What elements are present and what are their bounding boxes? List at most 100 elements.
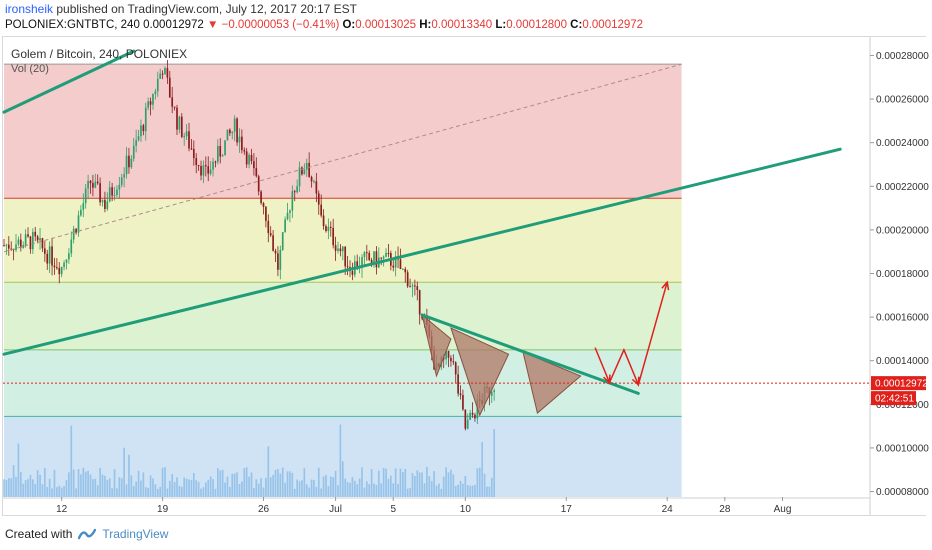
candle-body xyxy=(180,116,183,137)
candle-body xyxy=(185,131,188,137)
volume-bar xyxy=(373,483,375,497)
candle-body xyxy=(315,181,318,194)
volume-bar xyxy=(370,469,373,497)
volume-bar xyxy=(423,483,426,497)
volume-bar xyxy=(3,479,5,497)
time-tick-label: 24 xyxy=(662,504,674,515)
volume-bar xyxy=(365,481,368,497)
volume-bar xyxy=(125,484,128,497)
last-price: 0.00012972 xyxy=(143,19,204,31)
candle-body xyxy=(339,248,342,252)
volume-bar xyxy=(337,485,339,497)
descending-resistance[interactable] xyxy=(420,313,640,395)
volume-bar xyxy=(75,488,77,497)
time-tick-label: 19 xyxy=(157,504,169,515)
close-label: C: xyxy=(570,19,583,31)
volume-bar xyxy=(53,469,56,497)
candle-body xyxy=(392,265,395,268)
price-tick-label: 0.00028000 xyxy=(876,51,929,62)
candle-body xyxy=(346,266,349,268)
candle-body xyxy=(454,362,457,375)
candle-body xyxy=(308,162,310,177)
candle-body xyxy=(202,165,205,176)
volume-bar xyxy=(469,485,471,497)
candle-body xyxy=(152,93,154,105)
volume-bar xyxy=(12,465,15,497)
volume-bar xyxy=(214,488,217,497)
volume-bar xyxy=(241,481,243,497)
dashed-projection[interactable] xyxy=(3,63,682,253)
candle-body xyxy=(96,181,99,184)
pattern-triangle[interactable] xyxy=(450,327,510,417)
volume-bar xyxy=(339,424,342,497)
volume-bar xyxy=(438,483,440,497)
candle-body xyxy=(272,235,274,251)
volume-bar xyxy=(149,475,152,497)
candle-body xyxy=(466,419,469,429)
volume-bar xyxy=(341,461,344,497)
volume-bar xyxy=(433,471,435,497)
pattern-triangle[interactable] xyxy=(522,351,582,414)
volume-bar xyxy=(346,482,349,497)
time-tick-label: 17 xyxy=(561,504,573,515)
volume-bar xyxy=(476,468,479,497)
author-link[interactable]: ironsheik xyxy=(5,2,54,16)
volume-bar xyxy=(353,480,356,497)
volume-bar xyxy=(358,478,361,497)
candle-body xyxy=(214,161,217,163)
candle-body xyxy=(41,238,44,249)
candle-body xyxy=(450,357,452,362)
tradingview-brand-link[interactable]: TradingView xyxy=(102,527,169,541)
candle-body xyxy=(171,97,174,107)
candle-body xyxy=(236,118,238,143)
volume-bar xyxy=(293,488,296,497)
volume-bar xyxy=(488,486,491,497)
volume-bar xyxy=(289,471,291,497)
ohlc-bar: POLONIEX:GNTBTC, 240 0.00012972 ▼ −0.000… xyxy=(5,19,643,31)
price-tick-label: 0.00026000 xyxy=(876,95,929,106)
volume-bar xyxy=(243,468,246,497)
candle-body xyxy=(200,165,202,176)
volume-bar xyxy=(48,478,51,497)
low-label: L: xyxy=(495,19,507,31)
candle-body xyxy=(159,73,162,79)
candle-body xyxy=(284,219,286,233)
candle-body xyxy=(19,239,22,248)
support-trendline[interactable] xyxy=(2,147,842,356)
candle-body xyxy=(298,167,301,187)
volume-bar xyxy=(363,487,366,497)
volume-bar xyxy=(24,480,27,497)
candle-body xyxy=(27,234,29,237)
volume-bar xyxy=(255,479,258,497)
candle-body xyxy=(195,158,198,165)
volume-bar xyxy=(192,472,195,497)
volume-bar xyxy=(80,474,82,497)
candle-body xyxy=(351,271,354,275)
volume-bar xyxy=(168,480,171,497)
volume-bar xyxy=(471,485,474,497)
volume-bar xyxy=(301,480,303,497)
candle-body xyxy=(387,252,390,254)
volume-bar xyxy=(351,477,354,497)
volume-bar xyxy=(267,446,270,497)
volume-bar xyxy=(305,484,308,497)
pattern-triangle[interactable] xyxy=(421,313,452,378)
candle-body xyxy=(365,252,368,254)
candle-body xyxy=(36,236,39,241)
volume-bar xyxy=(493,429,496,497)
volume-bar xyxy=(478,467,481,497)
candle-body xyxy=(12,249,15,251)
time-tick-label: Aug xyxy=(774,504,792,515)
volume-bar xyxy=(229,486,231,497)
candle-body xyxy=(380,257,383,259)
current-price-label: 0.00012972 xyxy=(875,379,928,390)
volume-bar xyxy=(325,474,327,497)
volume-bar xyxy=(334,470,337,497)
projection-path[interactable] xyxy=(594,282,668,387)
candle-body xyxy=(452,361,455,363)
volume-bar xyxy=(87,470,89,497)
upper-trendline[interactable] xyxy=(2,49,136,114)
candle-body xyxy=(147,101,150,108)
volume-bar xyxy=(490,477,493,497)
